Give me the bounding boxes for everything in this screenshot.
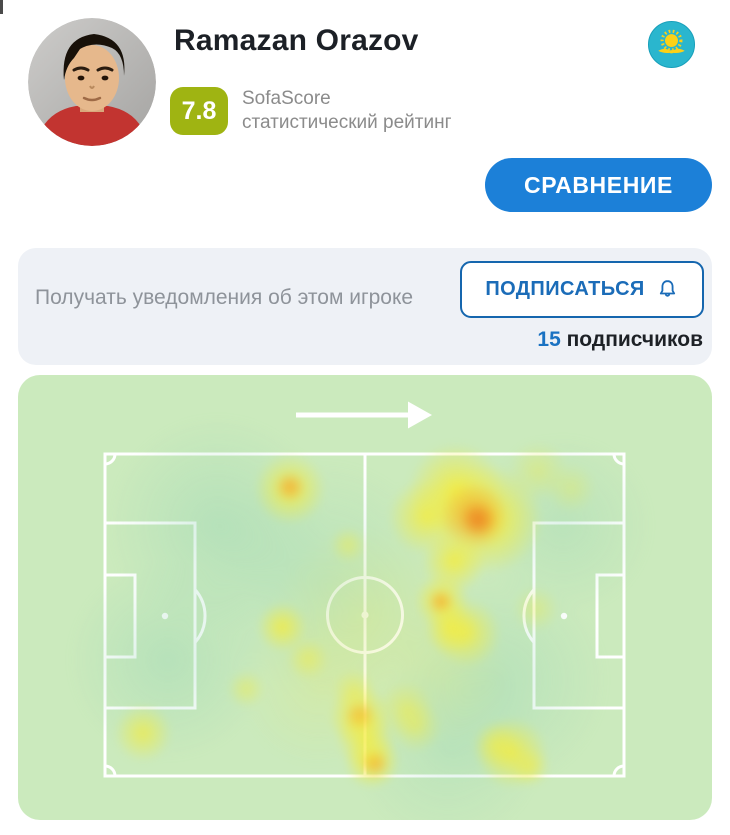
subscribe-button-label: ПОДПИСАТЬСЯ [485, 278, 645, 300]
player-avatar [28, 18, 156, 146]
followers-number: 15 [537, 328, 561, 351]
subscribe-button[interactable]: ПОДПИСАТЬСЯ [460, 261, 704, 318]
attack-direction-arrow-icon [296, 401, 432, 429]
rating-label-line2: статистический рейтинг [242, 112, 452, 133]
kazakhstan-flag-icon [648, 21, 695, 68]
compare-button[interactable]: СРАВНЕНИЕ [485, 158, 712, 212]
rating-row: 7.8 SofaScore статистический рейтинг [170, 87, 452, 135]
subscribe-prompt-text: Получать уведомления об этом игроке [35, 286, 414, 309]
subscribe-card: Получать уведомления об этом игроке ПОДП… [18, 248, 712, 365]
bell-icon [656, 278, 679, 301]
rating-label: SofaScore статистический рейтинг [242, 87, 452, 135]
followers-count: 15 подписчиков [537, 328, 703, 352]
player-photo [28, 18, 156, 146]
page-title-player-name: Ramazan Orazov [174, 24, 419, 57]
edge-artifact [0, 0, 3, 14]
followers-label: подписчиков [566, 328, 703, 351]
sofascore-rating-badge: 7.8 [170, 87, 228, 135]
rating-label-line1: SofaScore [242, 88, 331, 109]
player-heatmap [18, 375, 712, 820]
